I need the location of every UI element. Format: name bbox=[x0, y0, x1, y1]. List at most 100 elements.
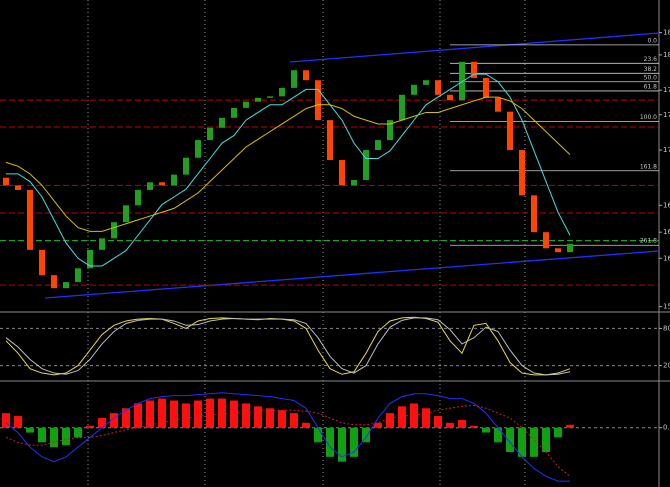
candle-body bbox=[567, 243, 573, 253]
y-tick-label: 20 bbox=[663, 362, 670, 370]
y-tick-label: 16 bbox=[663, 201, 670, 209]
histogram-bar bbox=[182, 403, 190, 428]
y-tick-label: 15 bbox=[663, 303, 670, 311]
fib-label: 38.2 bbox=[644, 66, 658, 73]
histogram-bar bbox=[458, 419, 466, 428]
histogram-bar bbox=[506, 427, 514, 452]
candle-body bbox=[279, 87, 285, 97]
histogram-bar bbox=[110, 413, 118, 428]
y-tick-label: 18 bbox=[663, 51, 670, 59]
histogram-bar bbox=[170, 400, 178, 428]
histogram-bar bbox=[530, 427, 538, 457]
candle-body bbox=[243, 101, 249, 108]
candle-body bbox=[519, 150, 525, 196]
histogram-bar bbox=[398, 406, 406, 428]
candle-body bbox=[555, 248, 561, 253]
histogram-bar bbox=[374, 422, 382, 428]
histogram-bar bbox=[146, 400, 154, 428]
candle-body bbox=[99, 238, 105, 250]
candle-body bbox=[87, 249, 93, 269]
histogram-bar bbox=[434, 416, 442, 428]
y-tick-label: 17 bbox=[663, 86, 670, 94]
candle-body bbox=[471, 61, 477, 78]
candle-body bbox=[147, 182, 153, 190]
candle-body bbox=[375, 140, 381, 151]
histogram-bar bbox=[26, 427, 34, 433]
y-tick-label: 17 bbox=[663, 111, 670, 119]
histogram-bar bbox=[314, 427, 322, 443]
candle-body bbox=[267, 96, 273, 98]
histogram-bar bbox=[218, 398, 226, 428]
histogram-bar bbox=[386, 413, 394, 428]
candle-body bbox=[39, 249, 45, 276]
candle-body bbox=[207, 127, 213, 141]
histogram-bar bbox=[542, 427, 550, 452]
indicator-line bbox=[5, 392, 570, 482]
fib-label: 61.8 bbox=[644, 83, 658, 90]
candle-body bbox=[291, 70, 297, 88]
y-tick-label: 18 bbox=[663, 29, 670, 37]
histogram-bar bbox=[482, 427, 490, 433]
histogram-bar bbox=[422, 408, 430, 428]
candle-body bbox=[159, 182, 165, 186]
candle-body bbox=[255, 97, 261, 102]
candle-body bbox=[543, 232, 549, 249]
histogram-bar bbox=[242, 403, 250, 428]
candle-body bbox=[303, 70, 309, 81]
candle-body bbox=[531, 195, 537, 233]
histogram-bar bbox=[206, 398, 214, 428]
candle-body bbox=[339, 160, 345, 186]
indicator-line bbox=[5, 316, 571, 376]
candle-body bbox=[399, 94, 405, 121]
histogram-bar bbox=[194, 400, 202, 428]
histogram-bar bbox=[74, 427, 82, 438]
y-tick-label: 80 bbox=[663, 324, 670, 332]
histogram-bar bbox=[230, 400, 238, 428]
histogram-bar bbox=[266, 408, 274, 428]
histogram-bar bbox=[290, 413, 298, 428]
candle-body bbox=[387, 120, 393, 141]
candle-body bbox=[411, 84, 417, 95]
candle-body bbox=[195, 140, 201, 158]
histogram-bar bbox=[38, 427, 46, 443]
y-tick-label: 0.0 bbox=[663, 424, 670, 432]
indicator-line bbox=[6, 73, 571, 267]
fib-label: 50.0 bbox=[644, 74, 658, 81]
candle-body bbox=[63, 282, 69, 289]
indicator-line bbox=[5, 317, 571, 376]
candle-body bbox=[315, 80, 321, 121]
candle-body bbox=[123, 205, 129, 223]
histogram-bar bbox=[86, 425, 94, 428]
fib-label: 161.8 bbox=[640, 163, 657, 170]
histogram-bar bbox=[470, 425, 478, 428]
candle-body bbox=[483, 77, 489, 98]
histogram-bar bbox=[362, 427, 370, 443]
candle-body bbox=[363, 150, 369, 180]
histogram-bar bbox=[14, 416, 22, 428]
histogram-bar bbox=[566, 424, 574, 428]
histogram-bar bbox=[446, 422, 454, 428]
fib-label: 100.0 bbox=[640, 114, 657, 121]
candle-body bbox=[231, 107, 237, 118]
candle-body bbox=[27, 189, 33, 250]
histogram-bar bbox=[326, 427, 334, 457]
fib-label: 23.6 bbox=[644, 56, 658, 63]
candle-body bbox=[183, 157, 189, 175]
histogram-bar bbox=[278, 410, 286, 428]
candle-body bbox=[75, 268, 81, 283]
candle-body bbox=[51, 275, 57, 289]
fib-label: 261.8 bbox=[640, 238, 657, 245]
histogram-bar bbox=[98, 418, 106, 428]
y-tick-label: 16 bbox=[663, 254, 670, 262]
candle-body bbox=[435, 80, 441, 95]
histogram-bar bbox=[302, 422, 310, 428]
candle-body bbox=[111, 222, 117, 239]
candle-body bbox=[327, 120, 333, 161]
candle-body bbox=[3, 177, 9, 186]
histogram-bar bbox=[254, 406, 262, 428]
indicator-line bbox=[5, 96, 571, 232]
histogram-bar bbox=[350, 427, 358, 457]
candle-body bbox=[219, 117, 225, 128]
candle-body bbox=[495, 97, 501, 112]
